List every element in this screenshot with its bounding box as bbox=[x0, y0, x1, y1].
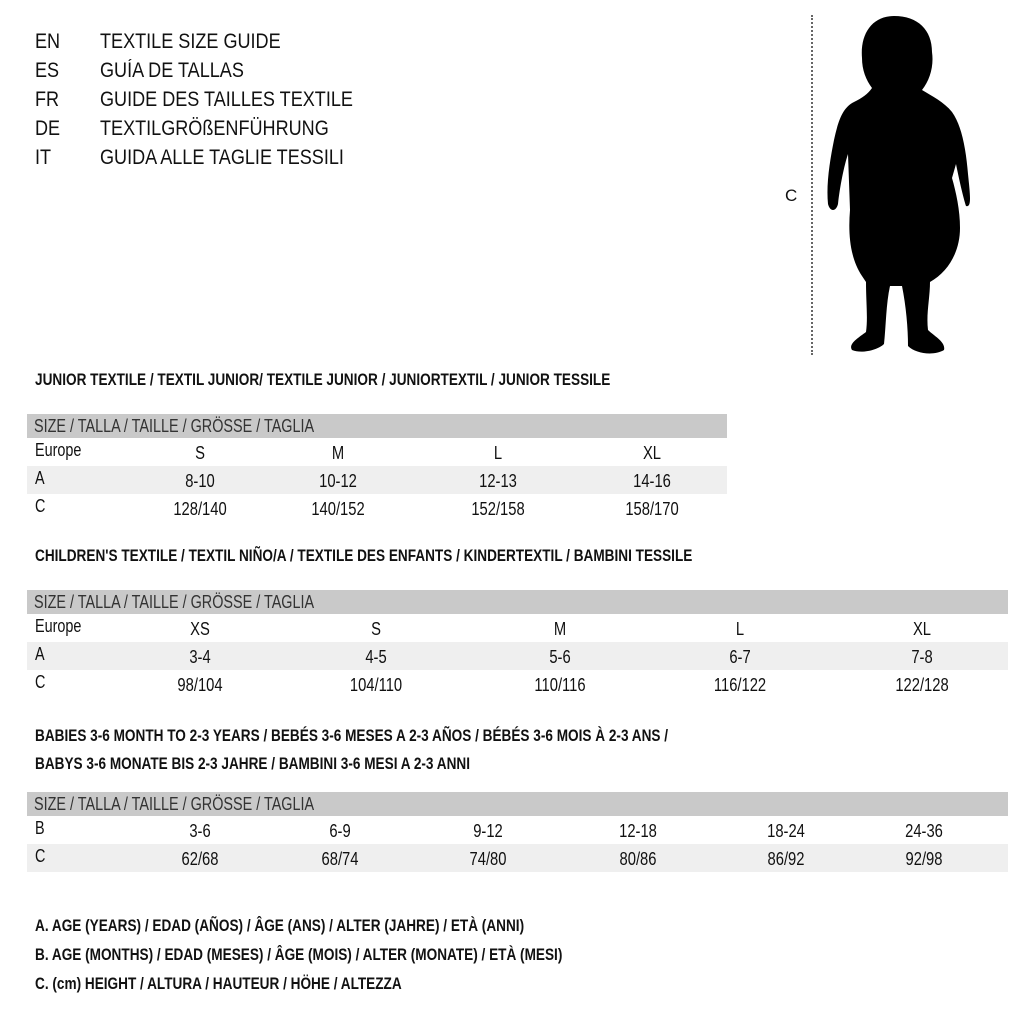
table-cell: XL bbox=[642, 443, 662, 463]
table-cell: 98/104 bbox=[177, 675, 223, 695]
table-cell: 4-5 bbox=[365, 647, 387, 667]
table-cell: 158/170 bbox=[625, 499, 679, 519]
section-title: BABYS 3-6 MONATE BIS 2-3 JAHRE / BAMBINI… bbox=[35, 754, 471, 773]
child-silhouette-icon bbox=[827, 16, 970, 354]
table-cell: 24-36 bbox=[905, 821, 943, 841]
language-title: TEXTILGRÖßENFÜHRUNG bbox=[100, 117, 329, 140]
table-cell: XS bbox=[190, 619, 210, 639]
table-cell: 122/128 bbox=[895, 675, 949, 695]
table-cell: 3-4 bbox=[189, 647, 211, 667]
table-cell: 6-9 bbox=[329, 821, 351, 841]
table-cell: 8-10 bbox=[185, 471, 215, 491]
language-code: IT bbox=[35, 146, 52, 169]
legend-item: A. AGE (YEARS) / EDAD (AÑOS) / ÂGE (ANS)… bbox=[35, 916, 525, 935]
table-cell: 110/116 bbox=[534, 675, 586, 695]
row-label: A bbox=[35, 468, 45, 488]
table-cell: 6-7 bbox=[729, 647, 751, 667]
table-cell: 128/140 bbox=[173, 499, 227, 519]
table-row: Europe XS S M L XL bbox=[27, 614, 1008, 642]
table-cell: 18-24 bbox=[767, 821, 805, 841]
table-cell: 3-6 bbox=[189, 821, 211, 841]
table-cell: 12-13 bbox=[479, 471, 517, 491]
row-label: Europe bbox=[35, 616, 82, 636]
table-cell: 9-12 bbox=[473, 821, 503, 841]
table-cell: 68/74 bbox=[321, 849, 359, 869]
table-row: A 3-4 4-5 5-6 6-7 7-8 bbox=[27, 642, 1008, 670]
row-label: B bbox=[35, 818, 45, 838]
table-cell: S bbox=[371, 619, 381, 639]
table-cell: 152/158 bbox=[471, 499, 525, 519]
table-cell: 62/68 bbox=[181, 849, 219, 869]
language-code: ES bbox=[35, 59, 60, 82]
table-row: C 98/104 104/110 110/116 116/122 122/128 bbox=[27, 670, 1008, 698]
section-title: JUNIOR TEXTILE / TEXTIL JUNIOR/ TEXTILE … bbox=[35, 370, 611, 389]
table-cell: 14-16 bbox=[633, 471, 671, 491]
table-header: SIZE / TALLA / TAILLE / GRÖSSE / TAGLIA bbox=[34, 592, 315, 612]
table-cell: 116/122 bbox=[713, 675, 767, 695]
row-label: Europe bbox=[35, 440, 82, 460]
table-cell: 140/152 bbox=[311, 499, 365, 519]
row-label: C bbox=[35, 846, 46, 866]
table-cell: 5-6 bbox=[549, 647, 571, 667]
row-label: A bbox=[35, 644, 45, 664]
table-cell: 80/86 bbox=[619, 849, 657, 869]
table-row: A 8-10 10-12 12-13 14-16 bbox=[27, 466, 727, 494]
table-cell: L bbox=[493, 443, 503, 463]
row-label: C bbox=[35, 672, 46, 692]
language-code: FR bbox=[35, 88, 60, 111]
height-dashed-line bbox=[811, 15, 813, 355]
language-code: DE bbox=[35, 117, 61, 140]
table-cell: L bbox=[735, 619, 745, 639]
table-cell: M bbox=[553, 619, 567, 639]
size-table: SIZE / TALLA / TAILLE / GRÖSSE / TAGLIA … bbox=[27, 590, 1008, 698]
table-header-bar: SIZE / TALLA / TAILLE / GRÖSSE / TAGLIA bbox=[27, 792, 1008, 816]
section-title: BABIES 3-6 MONTH TO 2-3 YEARS / BEBÉS 3-… bbox=[35, 726, 669, 745]
language-title: TEXTILE SIZE GUIDE bbox=[100, 30, 281, 53]
size-table: SIZE / TALLA / TAILLE / GRÖSSE / TAGLIA … bbox=[27, 414, 727, 522]
table-row: B 3-6 6-9 9-12 12-18 18-24 24-36 bbox=[27, 816, 1008, 844]
language-title: GUIDA ALLE TAGLIE TESSILI bbox=[100, 146, 344, 169]
table-cell: 86/92 bbox=[767, 849, 805, 869]
table-header: SIZE / TALLA / TAILLE / GRÖSSE / TAGLIA bbox=[34, 794, 315, 814]
height-label: C bbox=[785, 186, 798, 205]
language-title: GUIDE DES TAILLES TEXTILE bbox=[100, 88, 353, 111]
table-header-bar: SIZE / TALLA / TAILLE / GRÖSSE / TAGLIA bbox=[27, 414, 727, 438]
table-cell: S bbox=[195, 443, 205, 463]
table-cell: 12-18 bbox=[619, 821, 657, 841]
table-cell: 10-12 bbox=[319, 471, 357, 491]
table-row: Europe S M L XL bbox=[27, 438, 727, 466]
legend-item: C. (cm) HEIGHT / ALTURA / HAUTEUR / HÖHE… bbox=[35, 974, 402, 993]
language-title: GUÍA DE TALLAS bbox=[100, 59, 244, 82]
table-cell: 74/80 bbox=[469, 849, 507, 869]
table-header: SIZE / TALLA / TAILLE / GRÖSSE / TAGLIA bbox=[34, 416, 315, 436]
table-cell: 7-8 bbox=[911, 647, 933, 667]
size-table: SIZE / TALLA / TAILLE / GRÖSSE / TAGLIA … bbox=[27, 792, 1008, 872]
legend-item: B. AGE (MONTHS) / EDAD (MESES) / ÂGE (MO… bbox=[35, 945, 563, 964]
table-row: C 62/68 68/74 74/80 80/86 86/92 92/98 bbox=[27, 844, 1008, 872]
table-cell: M bbox=[331, 443, 345, 463]
table-cell: 92/98 bbox=[905, 849, 943, 869]
section-title: CHILDREN'S TEXTILE / TEXTIL NIÑO/A / TEX… bbox=[35, 546, 693, 565]
table-row: C 128/140 140/152 152/158 158/170 bbox=[27, 494, 727, 522]
table-cell: XL bbox=[912, 619, 932, 639]
row-label: C bbox=[35, 496, 46, 516]
table-header-bar: SIZE / TALLA / TAILLE / GRÖSSE / TAGLIA bbox=[27, 590, 1008, 614]
table-cell: 104/110 bbox=[349, 675, 403, 695]
language-code: EN bbox=[35, 30, 61, 53]
